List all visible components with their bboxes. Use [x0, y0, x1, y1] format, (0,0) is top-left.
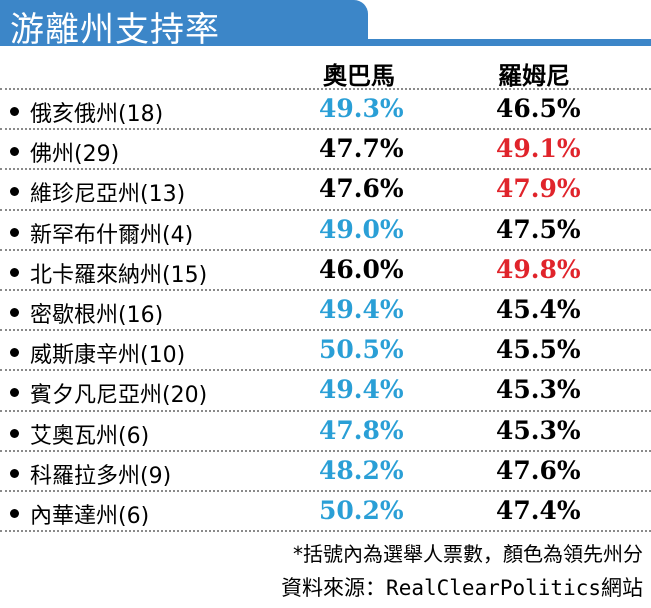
table-row: 艾奧瓦州(6) 47.8% 45.3% — [0, 412, 651, 452]
row-separator — [0, 409, 651, 412]
column-header-obama: 奧巴馬 — [323, 61, 395, 90]
obama-value: 49.3% — [319, 94, 404, 123]
footnote: *括號內為選舉人票數，顏色為領先州分 — [293, 542, 643, 566]
row-separator — [0, 168, 651, 171]
state-label: 北卡羅來納州(15) — [30, 262, 208, 288]
state-label: 艾奧瓦州(6) — [30, 423, 150, 449]
row-separator — [0, 530, 651, 533]
table-row: 賓夕凡尼亞州(20) 49.4% 45.3% — [0, 371, 651, 411]
bullet-icon — [10, 428, 19, 438]
row-separator — [0, 369, 651, 372]
obama-value: 46.0% — [319, 254, 404, 284]
row-separator — [0, 88, 651, 90]
romney-value: 45.4% — [496, 295, 581, 324]
table-row: 俄亥俄州(18) 49.3% 46.5% — [0, 90, 651, 130]
table-row: 科羅拉多州(9) 48.2% 47.6% — [0, 452, 651, 492]
title-tab: 游離州支持率 — [0, 0, 368, 50]
state-label: 佛州(29) — [30, 142, 120, 168]
state-label: 俄亥俄州(18) — [30, 102, 164, 127]
row-separator — [0, 490, 651, 492]
obama-value: 47.7% — [319, 134, 404, 164]
bullet-icon — [10, 388, 19, 398]
state-label: 科羅拉多州(9) — [30, 463, 172, 489]
romney-value: 49.1% — [496, 134, 581, 164]
bullet-icon — [10, 509, 19, 518]
bullet-icon — [10, 187, 19, 197]
romney-value: 47.4% — [496, 496, 581, 525]
obama-value: 48.2% — [319, 455, 404, 485]
romney-value: 49.8% — [496, 254, 581, 284]
table-row: 佛州(29) 47.7% 49.1% — [0, 130, 651, 170]
romney-value: 45.5% — [496, 335, 581, 365]
obama-value: 50.5% — [319, 335, 404, 365]
bullet-icon — [10, 227, 19, 237]
table-row: 威斯康辛州(10) 50.5% 45.5% — [0, 331, 651, 371]
row-separator — [0, 449, 651, 452]
obama-value: 47.6% — [319, 174, 404, 204]
source-credit: 資料來源：RealClearPolitics網站 — [281, 576, 643, 600]
bullet-icon — [10, 147, 19, 157]
chart-title: 游離州支持率 — [10, 10, 220, 50]
bullet-icon — [10, 267, 19, 277]
state-label: 新罕布什爾州(4) — [30, 222, 194, 248]
row-separator — [0, 208, 651, 211]
table-row: 密歇根州(16) 49.4% 45.4% — [0, 291, 651, 331]
header: 游離州支持率 — [0, 0, 651, 50]
bullet-icon — [10, 308, 19, 317]
state-label: 威斯康辛州(10) — [30, 343, 186, 369]
state-label: 賓夕凡尼亞州(20) — [30, 383, 208, 409]
column-header-romney: 羅姆尼 — [498, 61, 570, 90]
table-row: 維珍尼亞州(13) 47.6% 47.9% — [0, 170, 651, 210]
bullet-icon — [10, 348, 19, 358]
romney-value: 47.5% — [496, 214, 581, 244]
obama-value: 49.0% — [319, 214, 404, 244]
obama-value: 49.4% — [319, 375, 404, 405]
romney-value: 45.3% — [496, 375, 581, 405]
row-separator — [0, 248, 651, 251]
romney-value: 47.9% — [496, 174, 581, 204]
row-separator — [0, 289, 651, 291]
romney-value: 45.3% — [496, 415, 581, 445]
romney-value: 46.5% — [496, 94, 581, 123]
romney-value: 47.6% — [496, 455, 581, 485]
row-separator — [0, 329, 651, 332]
table-row: 新罕布什爾州(4) 49.0% 47.5% — [0, 211, 651, 251]
row-separator — [0, 128, 651, 131]
bullet-icon — [10, 468, 19, 478]
obama-value: 50.2% — [319, 496, 404, 525]
obama-value: 47.8% — [319, 415, 404, 445]
state-label: 內華達州(6) — [30, 504, 150, 529]
state-label: 密歇根州(16) — [30, 303, 164, 328]
obama-value: 49.4% — [319, 295, 404, 324]
bullet-icon — [10, 107, 19, 116]
table-row: 內華達州(6) 50.2% 47.4% — [0, 492, 651, 532]
state-label: 維珍尼亞州(13) — [30, 182, 186, 208]
table-row: 北卡羅來納州(15) 46.0% 49.8% — [0, 251, 651, 291]
